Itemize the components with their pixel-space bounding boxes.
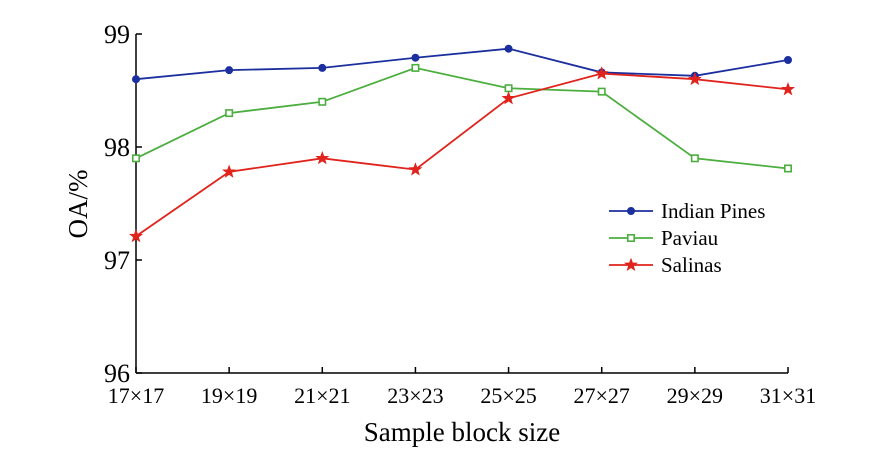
data-point bbox=[222, 164, 237, 178]
y-axis-ticks: 96 97 98 99 bbox=[104, 20, 142, 388]
data-point bbox=[783, 164, 792, 173]
x-tick-label: 29×29 bbox=[667, 383, 723, 408]
data-point bbox=[594, 66, 609, 80]
legend-marker bbox=[623, 257, 639, 271]
data-point bbox=[225, 109, 234, 118]
data-point bbox=[597, 87, 606, 96]
legend-item: Paviau bbox=[609, 226, 719, 250]
x-tick-label: 31×31 bbox=[760, 383, 816, 408]
series-line bbox=[135, 47, 789, 81]
series-layer bbox=[128, 44, 796, 243]
data-point bbox=[318, 63, 327, 72]
data-point bbox=[128, 228, 144, 243]
x-tick-label: 23×23 bbox=[387, 383, 443, 408]
y-tick-label: 97 bbox=[104, 246, 130, 275]
y-tick-label: 99 bbox=[104, 20, 130, 49]
series-salinas bbox=[128, 66, 796, 243]
data-point bbox=[501, 91, 516, 105]
data-point bbox=[784, 55, 792, 64]
data-point bbox=[315, 150, 330, 165]
y-axis-title: OA/% bbox=[63, 170, 93, 239]
data-point bbox=[408, 162, 423, 176]
data-point bbox=[504, 44, 513, 53]
data-point bbox=[132, 154, 141, 163]
series-line bbox=[135, 66, 789, 170]
x-tick-label: 21×21 bbox=[294, 383, 350, 408]
data-point bbox=[780, 82, 796, 96]
y-tick-label: 96 bbox=[104, 359, 130, 388]
data-point bbox=[687, 71, 702, 86]
data-point bbox=[318, 97, 327, 106]
legend-label: Paviau bbox=[661, 226, 719, 250]
data-point bbox=[132, 75, 140, 84]
x-tick-label: 27×27 bbox=[574, 383, 630, 408]
data-point bbox=[225, 66, 234, 75]
x-axis-title: Sample block size bbox=[364, 417, 560, 447]
x-tick-label: 19×19 bbox=[201, 383, 257, 408]
data-point bbox=[411, 53, 420, 62]
plot-area bbox=[135, 34, 788, 374]
legend: Indian Pines Paviau Salinas bbox=[609, 199, 765, 277]
legend-item: Salinas bbox=[609, 253, 722, 277]
legend-label: Salinas bbox=[661, 253, 722, 277]
x-axis-ticks: 17×17 19×19 21×21 23×23 25×25 27×27 29×29 31×31 bbox=[108, 367, 816, 408]
legend-label: Indian Pines bbox=[661, 199, 765, 223]
data-point bbox=[504, 84, 513, 93]
data-point bbox=[411, 63, 420, 72]
legend-marker bbox=[626, 234, 635, 243]
x-tick-label: 25×25 bbox=[480, 383, 536, 408]
legend-item: Indian Pines bbox=[609, 199, 765, 223]
series-line bbox=[135, 72, 789, 238]
x-tick-label: 17×17 bbox=[108, 383, 164, 408]
data-point bbox=[690, 154, 699, 163]
legend-marker bbox=[627, 207, 635, 215]
y-tick-label: 98 bbox=[104, 133, 130, 162]
